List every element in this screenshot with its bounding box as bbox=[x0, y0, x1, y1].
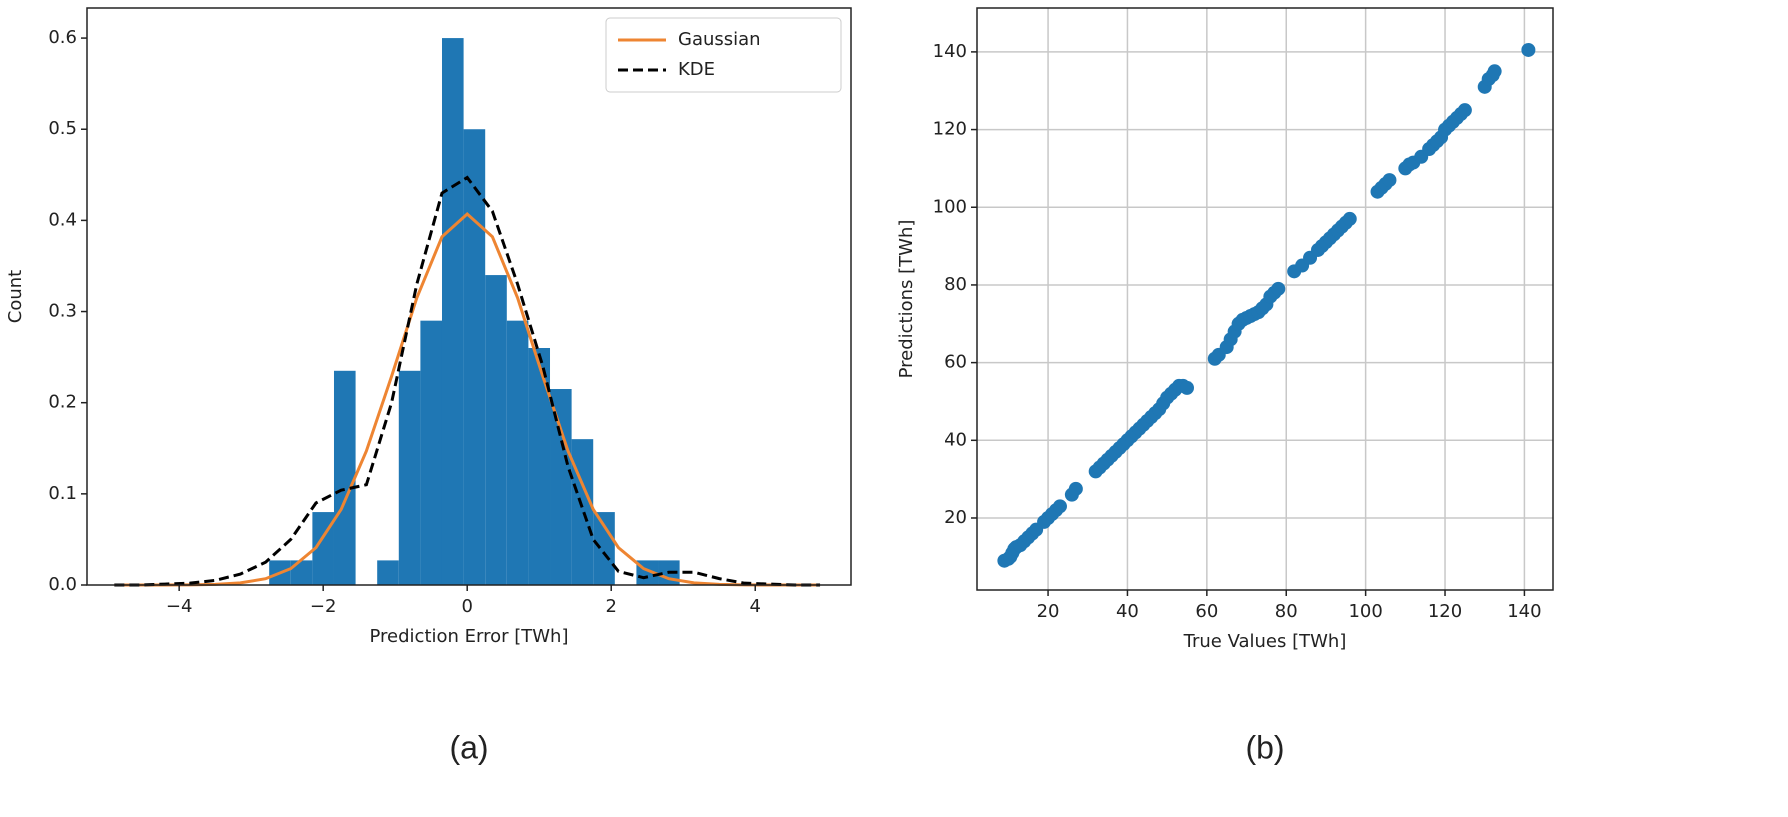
y-tick-label: 20 bbox=[944, 507, 967, 528]
bar bbox=[398, 370, 421, 585]
x-tick-label: 40 bbox=[1116, 601, 1139, 622]
x-tick-label: 60 bbox=[1195, 601, 1218, 622]
bar bbox=[593, 512, 615, 585]
y-tick-label: 0.1 bbox=[48, 483, 77, 504]
y-tick-label: 0.3 bbox=[48, 301, 77, 322]
caption: (a) bbox=[449, 729, 488, 765]
x-axis-label: Prediction Error [TWh] bbox=[370, 626, 569, 647]
caption: (b) bbox=[1245, 729, 1284, 765]
point bbox=[1068, 481, 1083, 496]
x-tick-label: 140 bbox=[1507, 601, 1541, 622]
point bbox=[1521, 42, 1536, 57]
y-tick-label: 140 bbox=[933, 41, 967, 62]
bar bbox=[506, 320, 529, 585]
legend-label: KDE bbox=[678, 59, 715, 80]
axes-frame bbox=[86, 7, 852, 586]
y-tick-label: 40 bbox=[944, 429, 967, 450]
y-tick-label: 120 bbox=[933, 119, 967, 140]
line bbox=[114, 175, 821, 587]
y-tick-label: 0.5 bbox=[48, 118, 77, 139]
bar bbox=[377, 560, 399, 585]
y-tick-label: 0.0 bbox=[48, 574, 77, 595]
bar bbox=[333, 370, 356, 585]
x-tick-label: 120 bbox=[1428, 601, 1462, 622]
bar bbox=[485, 275, 507, 585]
line bbox=[114, 211, 821, 587]
y-tick-label: 60 bbox=[944, 352, 967, 373]
y-tick-label: 0.2 bbox=[48, 392, 77, 413]
legend-box bbox=[605, 17, 842, 93]
x-tick-label: 0 bbox=[461, 596, 472, 617]
x-tick-label: −2 bbox=[310, 596, 337, 617]
point bbox=[1342, 211, 1357, 226]
bar bbox=[550, 389, 572, 585]
point bbox=[1271, 281, 1286, 296]
bar bbox=[290, 560, 313, 585]
point bbox=[1179, 380, 1194, 395]
axes-frame bbox=[976, 7, 1554, 591]
x-tick-label: 80 bbox=[1275, 601, 1298, 622]
point bbox=[1052, 499, 1067, 514]
point bbox=[1382, 173, 1397, 188]
point bbox=[1487, 64, 1502, 79]
y-tick-label: 100 bbox=[933, 196, 967, 217]
bar bbox=[528, 348, 551, 585]
x-tick-label: −4 bbox=[166, 596, 193, 617]
bar bbox=[420, 320, 442, 585]
x-tick-label: 2 bbox=[605, 596, 616, 617]
point bbox=[1457, 103, 1472, 118]
y-tick-label: 0.4 bbox=[48, 209, 77, 230]
x-tick-label: 20 bbox=[1037, 601, 1060, 622]
x-tick-label: 100 bbox=[1348, 601, 1382, 622]
legend-label: Gaussian bbox=[678, 29, 761, 50]
y-axis-label: Predictions [TWh] bbox=[896, 220, 917, 379]
bar bbox=[441, 38, 464, 586]
bar bbox=[571, 439, 594, 585]
x-axis-label: True Values [TWh] bbox=[1183, 631, 1347, 652]
x-tick-label: 4 bbox=[750, 596, 761, 617]
bar bbox=[463, 129, 486, 585]
y-axis-label: Count bbox=[5, 270, 26, 323]
y-tick-label: 80 bbox=[944, 274, 967, 295]
y-tick-label: 0.6 bbox=[48, 27, 77, 48]
